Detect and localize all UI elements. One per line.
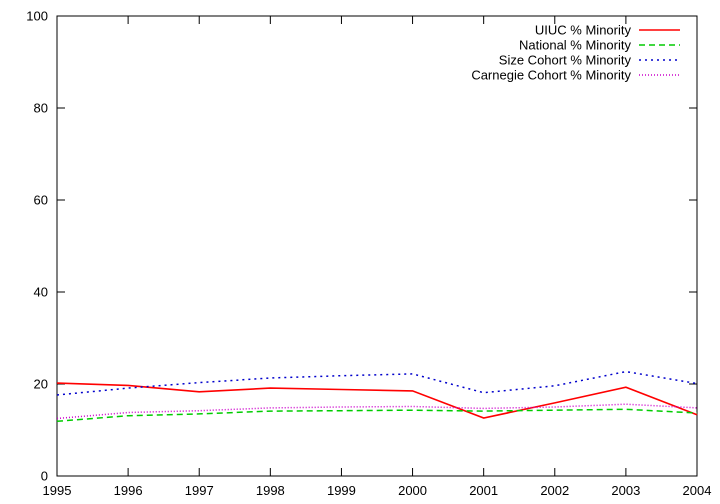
series-line-2 — [56, 408, 698, 423]
y-tick-label: 20 — [34, 377, 48, 392]
legend-label: Carnegie Cohort % Minority — [471, 68, 631, 83]
series-line-3 — [56, 370, 698, 396]
x-tick-label: 2002 — [540, 483, 569, 498]
x-tick-label: 2000 — [398, 483, 427, 498]
series-line-1 — [56, 382, 698, 419]
y-tick-label: 40 — [34, 285, 48, 300]
x-tick-label: 1995 — [43, 483, 72, 498]
legend-label: UIUC % Minority — [535, 23, 632, 38]
x-tick-label: 1999 — [327, 483, 356, 498]
legend-label: Size Cohort % Minority — [499, 53, 632, 68]
x-tick-label: 2001 — [469, 483, 498, 498]
y-tick-label: 60 — [34, 193, 48, 208]
series-line-4 — [56, 403, 698, 420]
plot-frame — [56, 15, 698, 477]
y-tick-label: 80 — [34, 101, 48, 116]
y-tick-label: 0 — [41, 469, 48, 484]
x-tick-label: 1998 — [256, 483, 285, 498]
y-tick-label: 100 — [26, 9, 48, 24]
x-tick-label: 1997 — [185, 483, 214, 498]
x-tick-label: 1996 — [114, 483, 143, 498]
x-tick-label: 2004 — [683, 483, 712, 498]
legend-label: National % Minority — [519, 38, 631, 53]
x-tick-label: 2003 — [611, 483, 640, 498]
